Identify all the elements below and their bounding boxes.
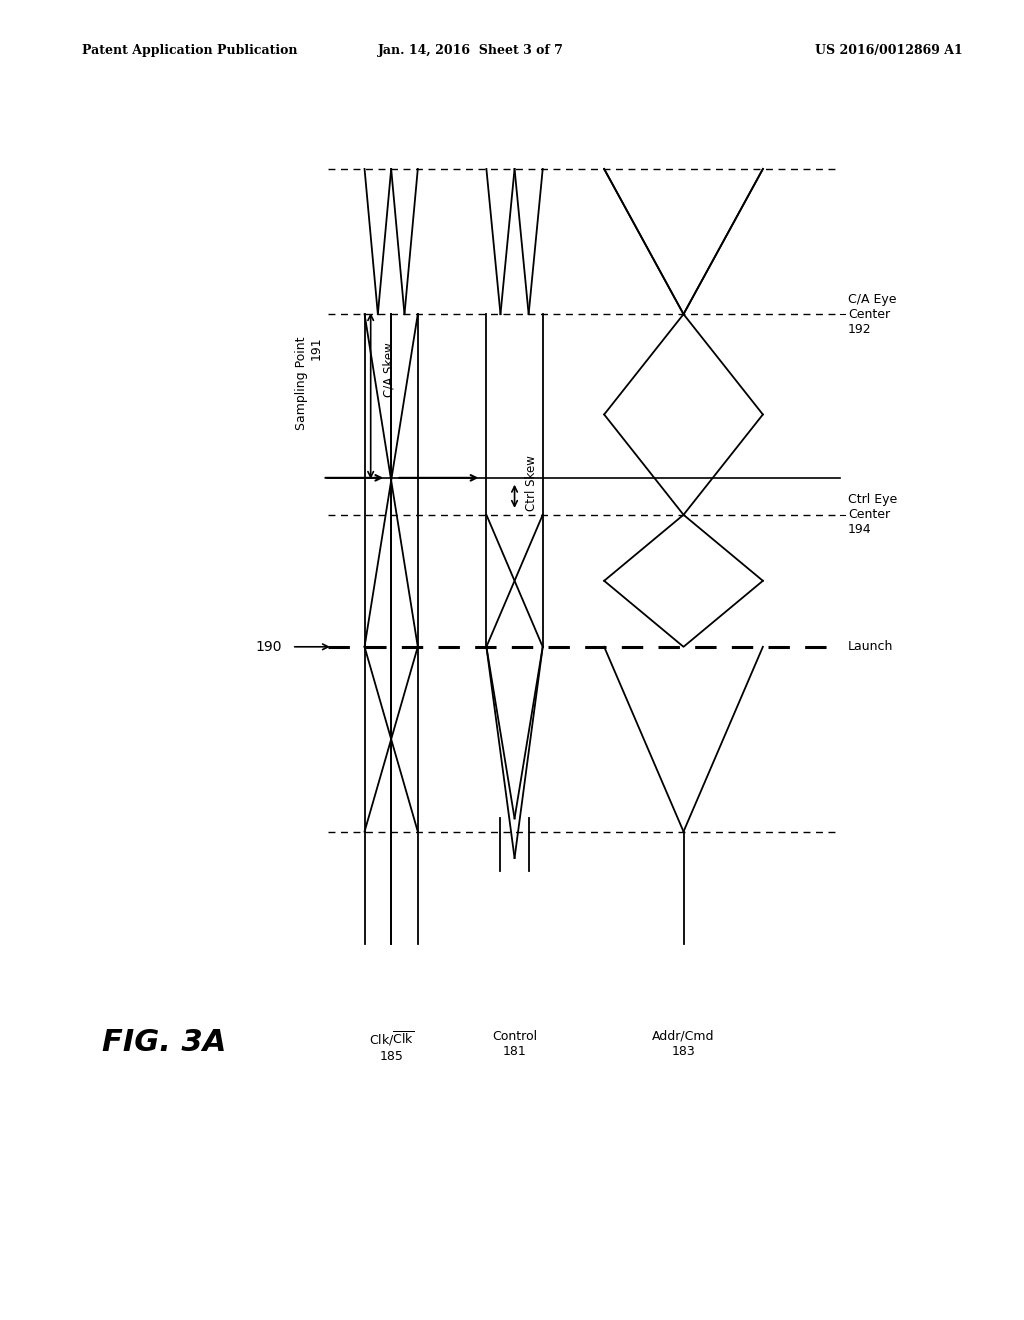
- Text: Jan. 14, 2016  Sheet 3 of 7: Jan. 14, 2016 Sheet 3 of 7: [378, 44, 564, 57]
- Text: Control
181: Control 181: [492, 1030, 538, 1057]
- Text: Patent Application Publication: Patent Application Publication: [82, 44, 297, 57]
- Text: C/A Skew: C/A Skew: [383, 342, 396, 397]
- Text: Ctrl Eye
Center
194: Ctrl Eye Center 194: [848, 494, 897, 536]
- Text: FIG. 3A: FIG. 3A: [102, 1028, 226, 1057]
- Text: Ctrl Skew: Ctrl Skew: [524, 455, 538, 511]
- Text: Addr/Cmd
183: Addr/Cmd 183: [652, 1030, 715, 1057]
- Text: US 2016/0012869 A1: US 2016/0012869 A1: [815, 44, 963, 57]
- Text: Clk/$\overline{\rm Clk}$
185: Clk/$\overline{\rm Clk}$ 185: [369, 1030, 414, 1063]
- Text: C/A Eye
Center
192: C/A Eye Center 192: [848, 293, 896, 335]
- Text: 190: 190: [255, 640, 282, 653]
- Text: Sampling Point
191: Sampling Point 191: [295, 337, 323, 429]
- Text: Launch: Launch: [848, 640, 893, 653]
